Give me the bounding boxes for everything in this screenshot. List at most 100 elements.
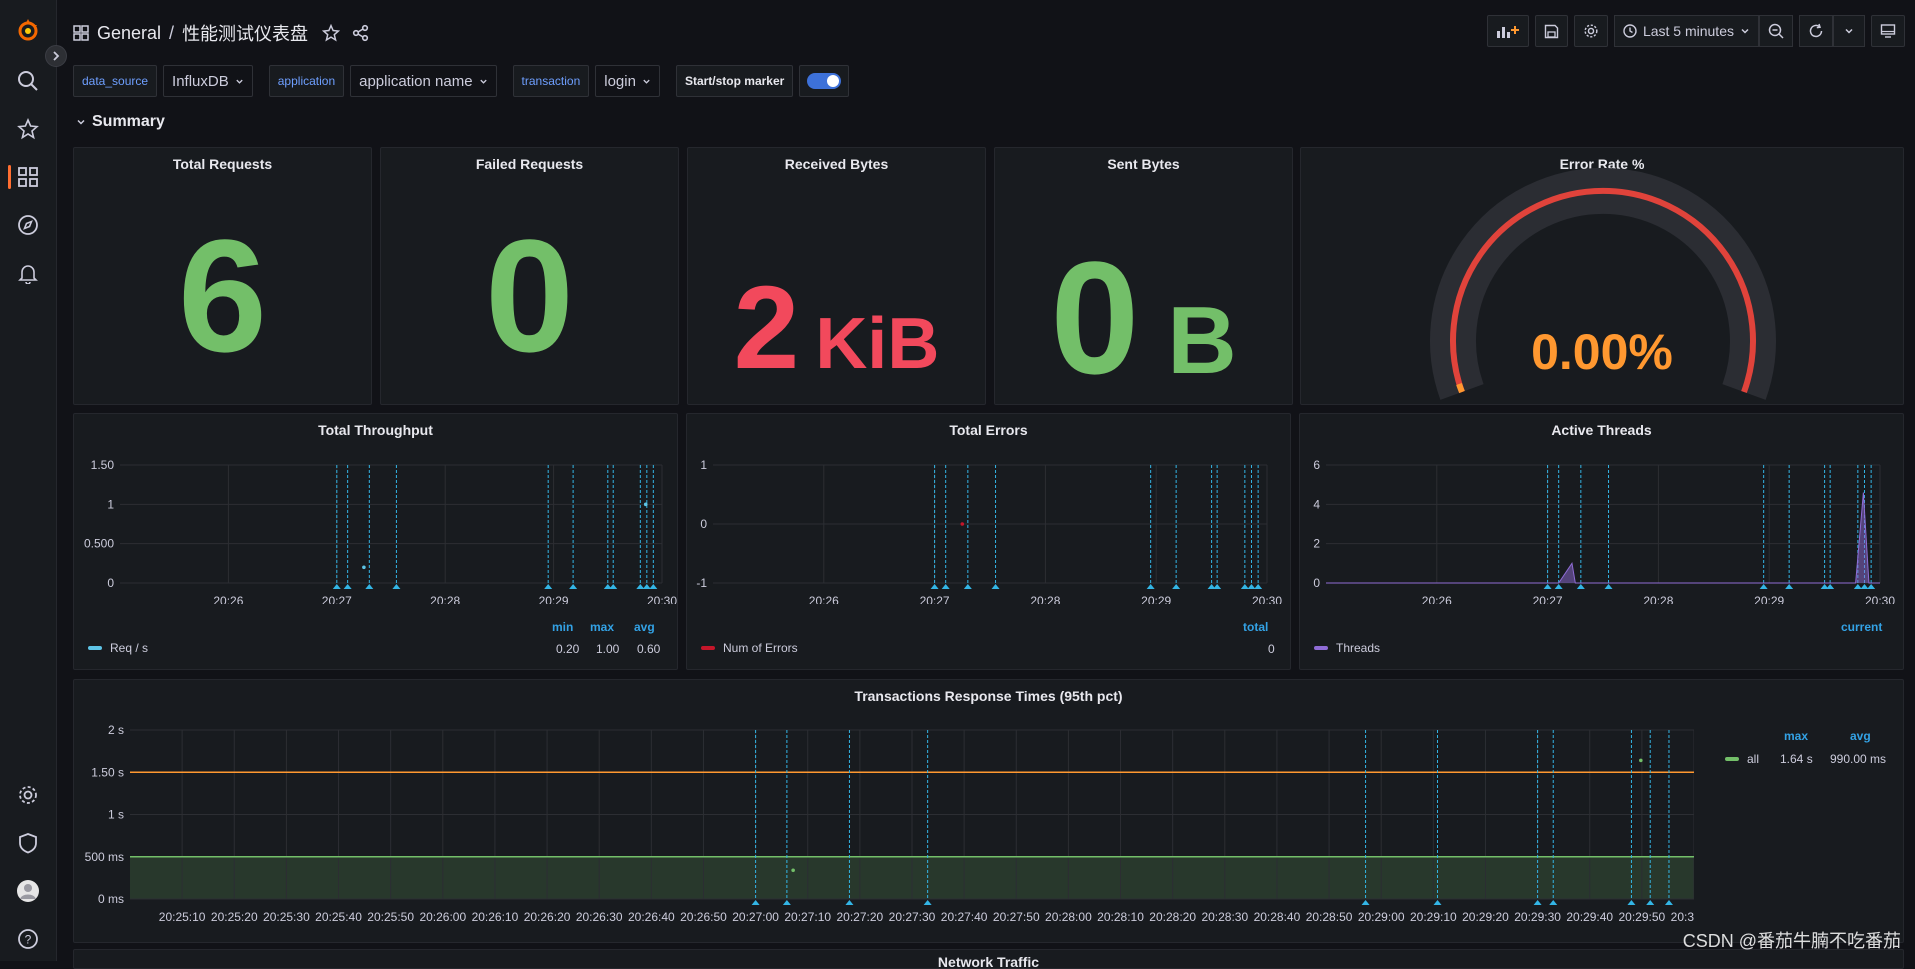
- x-tick-label: 20:30: [1865, 594, 1895, 604]
- starred-icon[interactable]: [14, 115, 42, 143]
- legend-item-all[interactable]: all: [1725, 752, 1759, 766]
- settings-gear-icon[interactable]: [14, 781, 42, 809]
- annotation-marker: [1627, 900, 1635, 905]
- time-picker-group: Last 5 minutes: [1614, 15, 1793, 47]
- star-icon[interactable]: [322, 24, 340, 42]
- time-range-label: Last 5 minutes: [1643, 23, 1734, 39]
- legend-item-req-per-sec[interactable]: Req / s: [88, 641, 148, 655]
- legend-value-max: 1.64 s: [1780, 752, 1813, 766]
- y-tick-label: 2 s: [108, 723, 124, 737]
- grafana-logo-icon[interactable]: [14, 16, 42, 44]
- refresh-button[interactable]: [1799, 15, 1833, 47]
- time-range-picker[interactable]: Last 5 minutes: [1614, 15, 1759, 47]
- toggle-knob: [827, 75, 839, 87]
- variable-select-application[interactable]: application name: [350, 65, 496, 97]
- chevron-down-icon: [235, 77, 244, 86]
- x-tick-label: 20:30: [1252, 594, 1282, 604]
- legend-swatch: [88, 646, 102, 650]
- data-point: [362, 565, 366, 569]
- x-tick-label: 20:26:10: [472, 910, 519, 924]
- panel-network-traffic[interactable]: Network Traffic: [73, 949, 1904, 969]
- annotation-marker: [1254, 584, 1262, 589]
- panel-total-requests[interactable]: Total Requests 6: [73, 147, 372, 405]
- variable-select-data-source[interactable]: InfluxDB: [163, 65, 253, 97]
- annotation-marker: [1549, 900, 1557, 905]
- annotation-marker: [1362, 900, 1370, 905]
- legend-swatch: [1725, 757, 1739, 761]
- save-dashboard-button[interactable]: [1535, 15, 1568, 47]
- y-tick-label: 4: [1313, 497, 1320, 511]
- annotation-marker: [365, 584, 373, 589]
- annotation-marker: [569, 584, 577, 589]
- annotation-marker: [1241, 584, 1249, 589]
- legend-name: Num of Errors: [723, 641, 798, 655]
- y-tick-label: 1: [700, 458, 707, 472]
- x-tick-label: 20:26:50: [680, 910, 727, 924]
- tv-mode-button[interactable]: [1871, 15, 1905, 47]
- shield-icon[interactable]: [14, 829, 42, 857]
- legend-header-avg[interactable]: avg: [1850, 729, 1871, 743]
- folder-link[interactable]: General: [97, 23, 161, 44]
- annotation-marker: [1605, 584, 1613, 589]
- legend-name: all: [1747, 752, 1759, 766]
- legend-header-current[interactable]: current: [1841, 620, 1882, 634]
- chevron-right-icon: [51, 51, 61, 61]
- expand-menu-button[interactable]: [45, 45, 67, 67]
- annotation-marker: [1172, 584, 1180, 589]
- legend-header-max[interactable]: max: [590, 620, 614, 634]
- panel-error-rate[interactable]: Error Rate % 0.00%: [1300, 147, 1904, 405]
- refresh-interval-dropdown[interactable]: [1833, 15, 1865, 47]
- x-tick-label: 20:29:10: [1410, 910, 1457, 924]
- variable-select-transaction[interactable]: login: [595, 65, 660, 97]
- dashboards-icon[interactable]: [14, 163, 42, 191]
- search-icon[interactable]: [14, 67, 42, 95]
- annotation-marker: [1577, 584, 1585, 589]
- y-tick-label: 500 ms: [85, 850, 124, 864]
- x-tick-label: 20:26: [1422, 594, 1452, 604]
- annotation-marker: [636, 584, 644, 589]
- legend-value-min: 0.20: [556, 642, 579, 656]
- stat-unit: KiB: [815, 303, 939, 385]
- x-tick-label: 20:28: [1643, 594, 1673, 604]
- x-tick-label: 20:27:30: [889, 910, 936, 924]
- variable-label-data-source: data_source: [73, 65, 157, 97]
- dashboard-title[interactable]: 性能测试仪表盘: [182, 20, 308, 46]
- toggle-track: [807, 73, 841, 89]
- zoom-out-button[interactable]: [1759, 15, 1793, 47]
- row-header-summary[interactable]: Summary: [76, 113, 165, 131]
- explore-icon[interactable]: [14, 211, 42, 239]
- panel-title: Total Requests: [74, 156, 371, 172]
- x-tick-label: 20:26:20: [524, 910, 571, 924]
- x-tick-label: 20:26: [809, 594, 839, 604]
- panel-response-times[interactable]: Transactions Response Times (95th pct) 0…: [73, 679, 1904, 943]
- save-icon: [1544, 24, 1559, 39]
- x-tick-label: 20:27:20: [837, 910, 884, 924]
- x-tick-label: 20:28:00: [1045, 910, 1092, 924]
- legend-header-min[interactable]: min: [552, 620, 573, 634]
- x-tick-label: 20:28:40: [1254, 910, 1301, 924]
- panel-failed-requests[interactable]: Failed Requests 0: [380, 147, 679, 405]
- x-tick-label: 20:29:20: [1462, 910, 1509, 924]
- legend-header-max[interactable]: max: [1784, 729, 1808, 743]
- legend-item-num-of-errors[interactable]: Num of Errors: [701, 641, 798, 655]
- panel-sent-bytes[interactable]: Sent Bytes 0 B: [994, 147, 1293, 405]
- panel-received-bytes[interactable]: Received Bytes 2 KiB: [687, 147, 986, 405]
- annotation-marker: [392, 584, 400, 589]
- legend-header-total[interactable]: total: [1243, 620, 1268, 634]
- marker-toggle-switch[interactable]: [799, 65, 849, 97]
- legend-item-threads[interactable]: Threads: [1314, 641, 1380, 655]
- legend-header-avg[interactable]: avg: [634, 620, 655, 634]
- share-icon[interactable]: [352, 24, 370, 42]
- alerting-bell-icon[interactable]: [14, 259, 42, 287]
- breadcrumb: General / 性能测试仪表盘: [73, 20, 370, 46]
- dashboard-settings-button[interactable]: [1574, 15, 1608, 47]
- annotation-marker: [783, 900, 791, 905]
- help-icon[interactable]: ?: [14, 925, 42, 953]
- user-avatar[interactable]: [14, 877, 42, 905]
- x-tick-label: 20:26:40: [628, 910, 675, 924]
- add-panel-button[interactable]: [1487, 15, 1529, 47]
- data-point: [1639, 759, 1643, 763]
